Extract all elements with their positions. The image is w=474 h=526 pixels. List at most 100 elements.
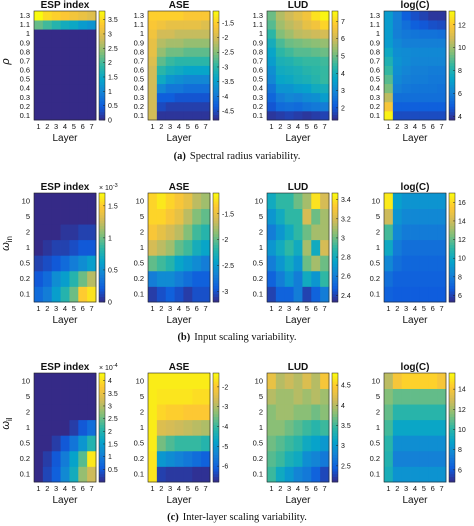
heatmap-cell xyxy=(201,83,211,94)
heatmap-cell xyxy=(311,11,321,21)
heatmap-cell xyxy=(419,83,429,94)
x-tick-label: 4 xyxy=(63,484,67,493)
colorbar-segment xyxy=(332,250,338,254)
colorbar-tick-label: 12 xyxy=(458,237,466,244)
colorbar-segment xyxy=(332,90,338,94)
heatmap-cell xyxy=(192,224,202,241)
colorbar-segment xyxy=(99,402,105,407)
colorbar-segment xyxy=(449,43,455,47)
colorbar-segment xyxy=(332,203,338,208)
heatmap-cell xyxy=(42,11,53,21)
colorbar-frame xyxy=(212,192,220,303)
heatmap-cell xyxy=(267,65,277,75)
colorbar-segment xyxy=(213,274,219,278)
colorbar-segment xyxy=(99,438,105,442)
heatmap-cell xyxy=(320,208,330,225)
colorbar-segment xyxy=(213,103,219,107)
heatmap-cell xyxy=(148,65,158,75)
heatmap-cell xyxy=(87,419,97,436)
heatmap-cell xyxy=(78,208,88,225)
colorbar-segment xyxy=(449,198,455,202)
colorbar-segment xyxy=(332,87,338,91)
colorbar-segment xyxy=(332,27,338,31)
heatmap-cell xyxy=(311,74,321,85)
x-tick-label: 6 xyxy=(81,122,85,131)
heatmap-cell xyxy=(42,92,53,103)
heatmap-cell xyxy=(311,466,321,483)
colorbar-segment xyxy=(332,60,338,64)
heatmap-cell xyxy=(42,239,53,256)
heatmap-cell xyxy=(320,38,330,48)
panel-title: ASE xyxy=(169,0,190,11)
heatmap-cell xyxy=(183,270,193,287)
heatmap-cell xyxy=(183,20,193,30)
colorbar-segment xyxy=(332,38,338,42)
y-tick-label: 5 xyxy=(376,392,380,401)
colorbar-segment xyxy=(99,288,105,292)
heatmap-cell xyxy=(165,270,175,287)
colorbar-segment xyxy=(449,263,455,267)
x-axis-label: Layer xyxy=(52,495,78,506)
y-tick-label: 0.5 xyxy=(20,259,30,268)
colorbar-segment xyxy=(332,285,338,289)
colorbar-segment xyxy=(99,103,105,107)
heatmap-cell xyxy=(392,208,403,225)
heatmap-cell xyxy=(148,270,158,287)
colorbar-segment xyxy=(332,386,338,390)
colorbar-tick-label: -1.5 xyxy=(222,211,234,218)
colorbar-segment xyxy=(99,378,105,382)
heatmap-cell xyxy=(401,450,411,467)
y-tick-label: 0.5 xyxy=(20,439,30,448)
heatmap-cell xyxy=(392,239,403,256)
plot-frame xyxy=(266,10,330,121)
colorbar-segment xyxy=(99,280,105,284)
colorbar-segment xyxy=(449,193,455,197)
colorbar-tick-label: 2 xyxy=(108,60,112,67)
heatmap-cell xyxy=(69,92,79,103)
heatmap-cell xyxy=(201,38,211,48)
colorbar-segment xyxy=(213,443,219,447)
heatmap-cell xyxy=(392,404,403,421)
colorbar-tick-label: 3 xyxy=(341,88,345,95)
heatmap-cell xyxy=(148,47,158,57)
colorbar-segment xyxy=(99,27,105,31)
x-axis-label: Layer xyxy=(402,495,428,506)
y-tick-label: 5 xyxy=(140,392,144,401)
heatmap-cell xyxy=(293,38,303,48)
y-tick-label: 2 xyxy=(376,407,380,416)
heatmap-cell xyxy=(302,388,312,405)
x-tick-label: 5 xyxy=(72,484,76,493)
colorbar-segment xyxy=(213,416,219,420)
heatmap-cell xyxy=(384,435,394,452)
heatmap-cell xyxy=(192,92,202,103)
colorbar-segment xyxy=(332,206,338,210)
heatmap-cell xyxy=(174,224,184,241)
heatmap-cell xyxy=(156,65,167,75)
x-tick-label: 3 xyxy=(168,122,172,131)
heatmap-cell xyxy=(428,388,438,405)
heatmap-cell xyxy=(174,65,184,75)
heatmap-cell xyxy=(148,20,158,30)
heatmap-cell xyxy=(51,450,61,467)
heatmap-cell xyxy=(384,101,394,112)
y-tick-label: 0.9 xyxy=(253,38,263,47)
x-tick-label: 2 xyxy=(278,484,282,493)
heatmap-cell xyxy=(78,29,88,39)
x-tick-label: 5 xyxy=(72,304,76,313)
colorbar-segment xyxy=(213,258,219,262)
colorbar-segment xyxy=(332,462,338,467)
heatmap-cell xyxy=(401,47,411,57)
colorbar-segment xyxy=(332,117,338,121)
panel-title: log(C) xyxy=(401,0,430,11)
heatmap-cell xyxy=(174,435,184,452)
colorbar-segment xyxy=(449,233,455,238)
y-tick-label: 0.1 xyxy=(134,470,144,479)
colorbar-segment xyxy=(213,452,219,456)
colorbar-segment xyxy=(213,92,219,96)
heatmap-cell xyxy=(384,74,394,85)
heatmap-cell xyxy=(419,110,429,121)
heatmap-cell xyxy=(428,38,438,48)
heatmap-cell xyxy=(428,65,438,75)
heatmap-cell xyxy=(320,450,330,467)
colorbar-segment xyxy=(332,282,338,287)
